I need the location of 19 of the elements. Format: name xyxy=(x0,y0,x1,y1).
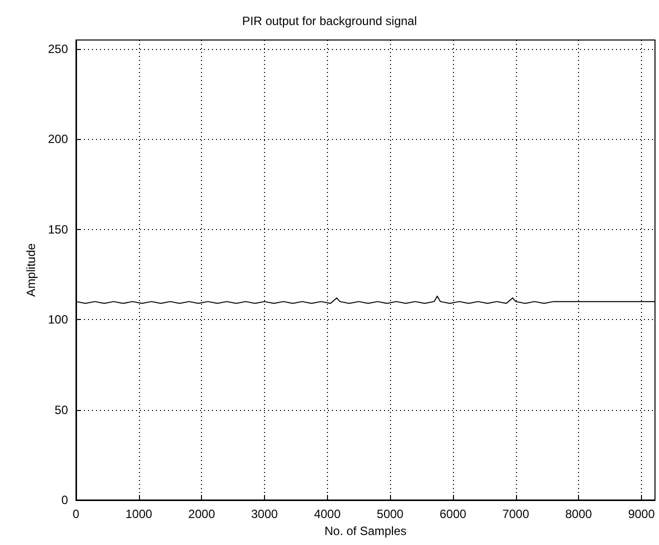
y-tick-label: 100 xyxy=(48,312,68,327)
x-tick-label: 4000 xyxy=(314,507,341,521)
x-tick-label: 3000 xyxy=(251,507,278,521)
y-tick-label: 50 xyxy=(54,402,68,417)
y-tick-label: 250 xyxy=(48,42,68,56)
x-tick-label: 9000 xyxy=(628,507,656,521)
x-tick-label: 7000 xyxy=(502,507,530,521)
x-tick-label: 8000 xyxy=(565,507,592,521)
x-axis-title: No. of Samples xyxy=(324,524,407,538)
x-tick-label: 6000 xyxy=(440,507,467,521)
y-tick-label: 150 xyxy=(48,222,68,236)
y-tick-label: 0 xyxy=(61,493,68,507)
x-tick-label: 5000 xyxy=(376,507,404,521)
y-tick-label: 200 xyxy=(48,132,68,146)
x-tick-label: 2000 xyxy=(188,507,216,521)
x-tick-label: 1000 xyxy=(125,507,152,521)
chart-title: PIR output for background signal xyxy=(242,14,417,28)
y-axis-title: Amplitude xyxy=(24,243,38,297)
x-tick-label: 0 xyxy=(72,507,80,521)
